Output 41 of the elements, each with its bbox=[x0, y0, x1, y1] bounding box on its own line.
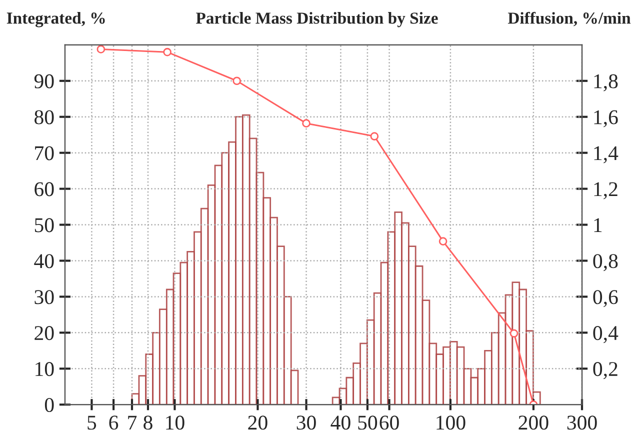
x-tick-label: 5 bbox=[88, 416, 96, 430]
y-tick-label: 10 bbox=[36, 362, 54, 376]
y-tick-label: 30 bbox=[34, 290, 54, 304]
y-tick-label: 40 bbox=[34, 254, 54, 268]
y2-tick-label: 0,4 bbox=[593, 326, 618, 344]
y2-tick-label: 1 bbox=[594, 218, 602, 232]
y-axis-title: Integrated, % bbox=[6, 12, 105, 28]
x-tick-label: 20 bbox=[248, 416, 268, 430]
point bbox=[96, 45, 106, 54]
chart-title: Particle Mass Distribution by Size bbox=[196, 12, 438, 28]
x-tick-label: 8 bbox=[144, 416, 152, 430]
x-tick-label: 30 bbox=[296, 416, 316, 430]
x-tick-label: 300 bbox=[567, 416, 597, 430]
y-tick-label: 50 bbox=[34, 218, 54, 232]
y2-tick-label: 0,8 bbox=[593, 254, 618, 272]
point bbox=[438, 237, 448, 246]
y2-tick-label: 0,2 bbox=[593, 362, 618, 380]
y-tick-label: 70 bbox=[35, 146, 54, 160]
y2-tick-label: 1,2 bbox=[594, 182, 618, 200]
y2-axis-title: Diffusion, %/min bbox=[508, 12, 631, 26]
y2-tick-label: 1,4 bbox=[594, 146, 618, 164]
x-tick-label: 7 bbox=[128, 416, 137, 430]
y2-tick-label: 0,6 bbox=[593, 290, 618, 308]
x-tick-label: 100 bbox=[436, 416, 466, 430]
y-tick-label: 90 bbox=[34, 74, 54, 88]
x-tick-label: 40 bbox=[330, 416, 350, 430]
x-tick-label: 6 bbox=[109, 416, 118, 430]
x-tick-label: 50 bbox=[358, 416, 378, 430]
x-tick-label: 60 bbox=[380, 416, 399, 430]
y2-tick-label: 1,6 bbox=[594, 110, 618, 128]
y-tick-label: 60 bbox=[34, 182, 54, 196]
point bbox=[302, 119, 310, 128]
x-tick-label: 10 bbox=[166, 416, 184, 430]
y-tick-label: 20 bbox=[34, 326, 54, 340]
x-tick-label: 200 bbox=[518, 416, 548, 430]
point bbox=[370, 132, 379, 140]
point bbox=[232, 76, 242, 86]
point bbox=[163, 48, 172, 56]
y2-tick-label: 1,8 bbox=[594, 74, 618, 92]
y-tick-label: 0 bbox=[44, 398, 54, 412]
y-tick-label: 80 bbox=[34, 110, 54, 124]
